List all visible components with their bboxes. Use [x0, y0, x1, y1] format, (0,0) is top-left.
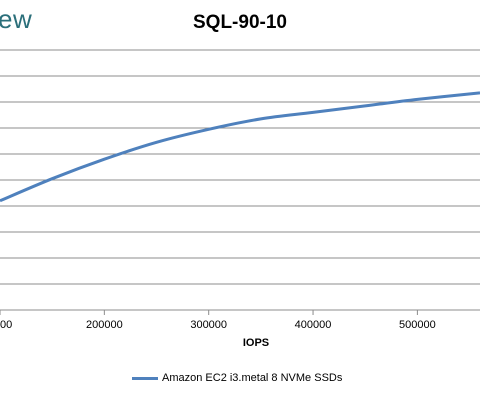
- x-tick-label: 00: [0, 319, 12, 331]
- series-layer: [0, 91, 480, 203]
- x-tick-labels: 00 200000 300000 400000 500000: [0, 310, 436, 331]
- legend-swatch: [132, 376, 158, 380]
- x-tick-label: 300000: [190, 319, 227, 331]
- gridlines: [0, 49, 480, 311]
- chart-title: SQL-90-10: [193, 12, 287, 33]
- x-axis-label: IOPS: [242, 337, 270, 349]
- x-tick-label: 500000: [399, 319, 436, 331]
- legend-label: Amazon EC2 i3.metal 8 NVMe SSDs: [162, 372, 343, 384]
- x-tick-label: 400000: [295, 319, 332, 331]
- x-tick-label: 200000: [86, 319, 123, 331]
- legend: Amazon EC2 i3.metal 8 NVMe SSDs: [132, 372, 342, 384]
- logo: ew: [0, 4, 33, 34]
- series-line-0: [0, 91, 480, 203]
